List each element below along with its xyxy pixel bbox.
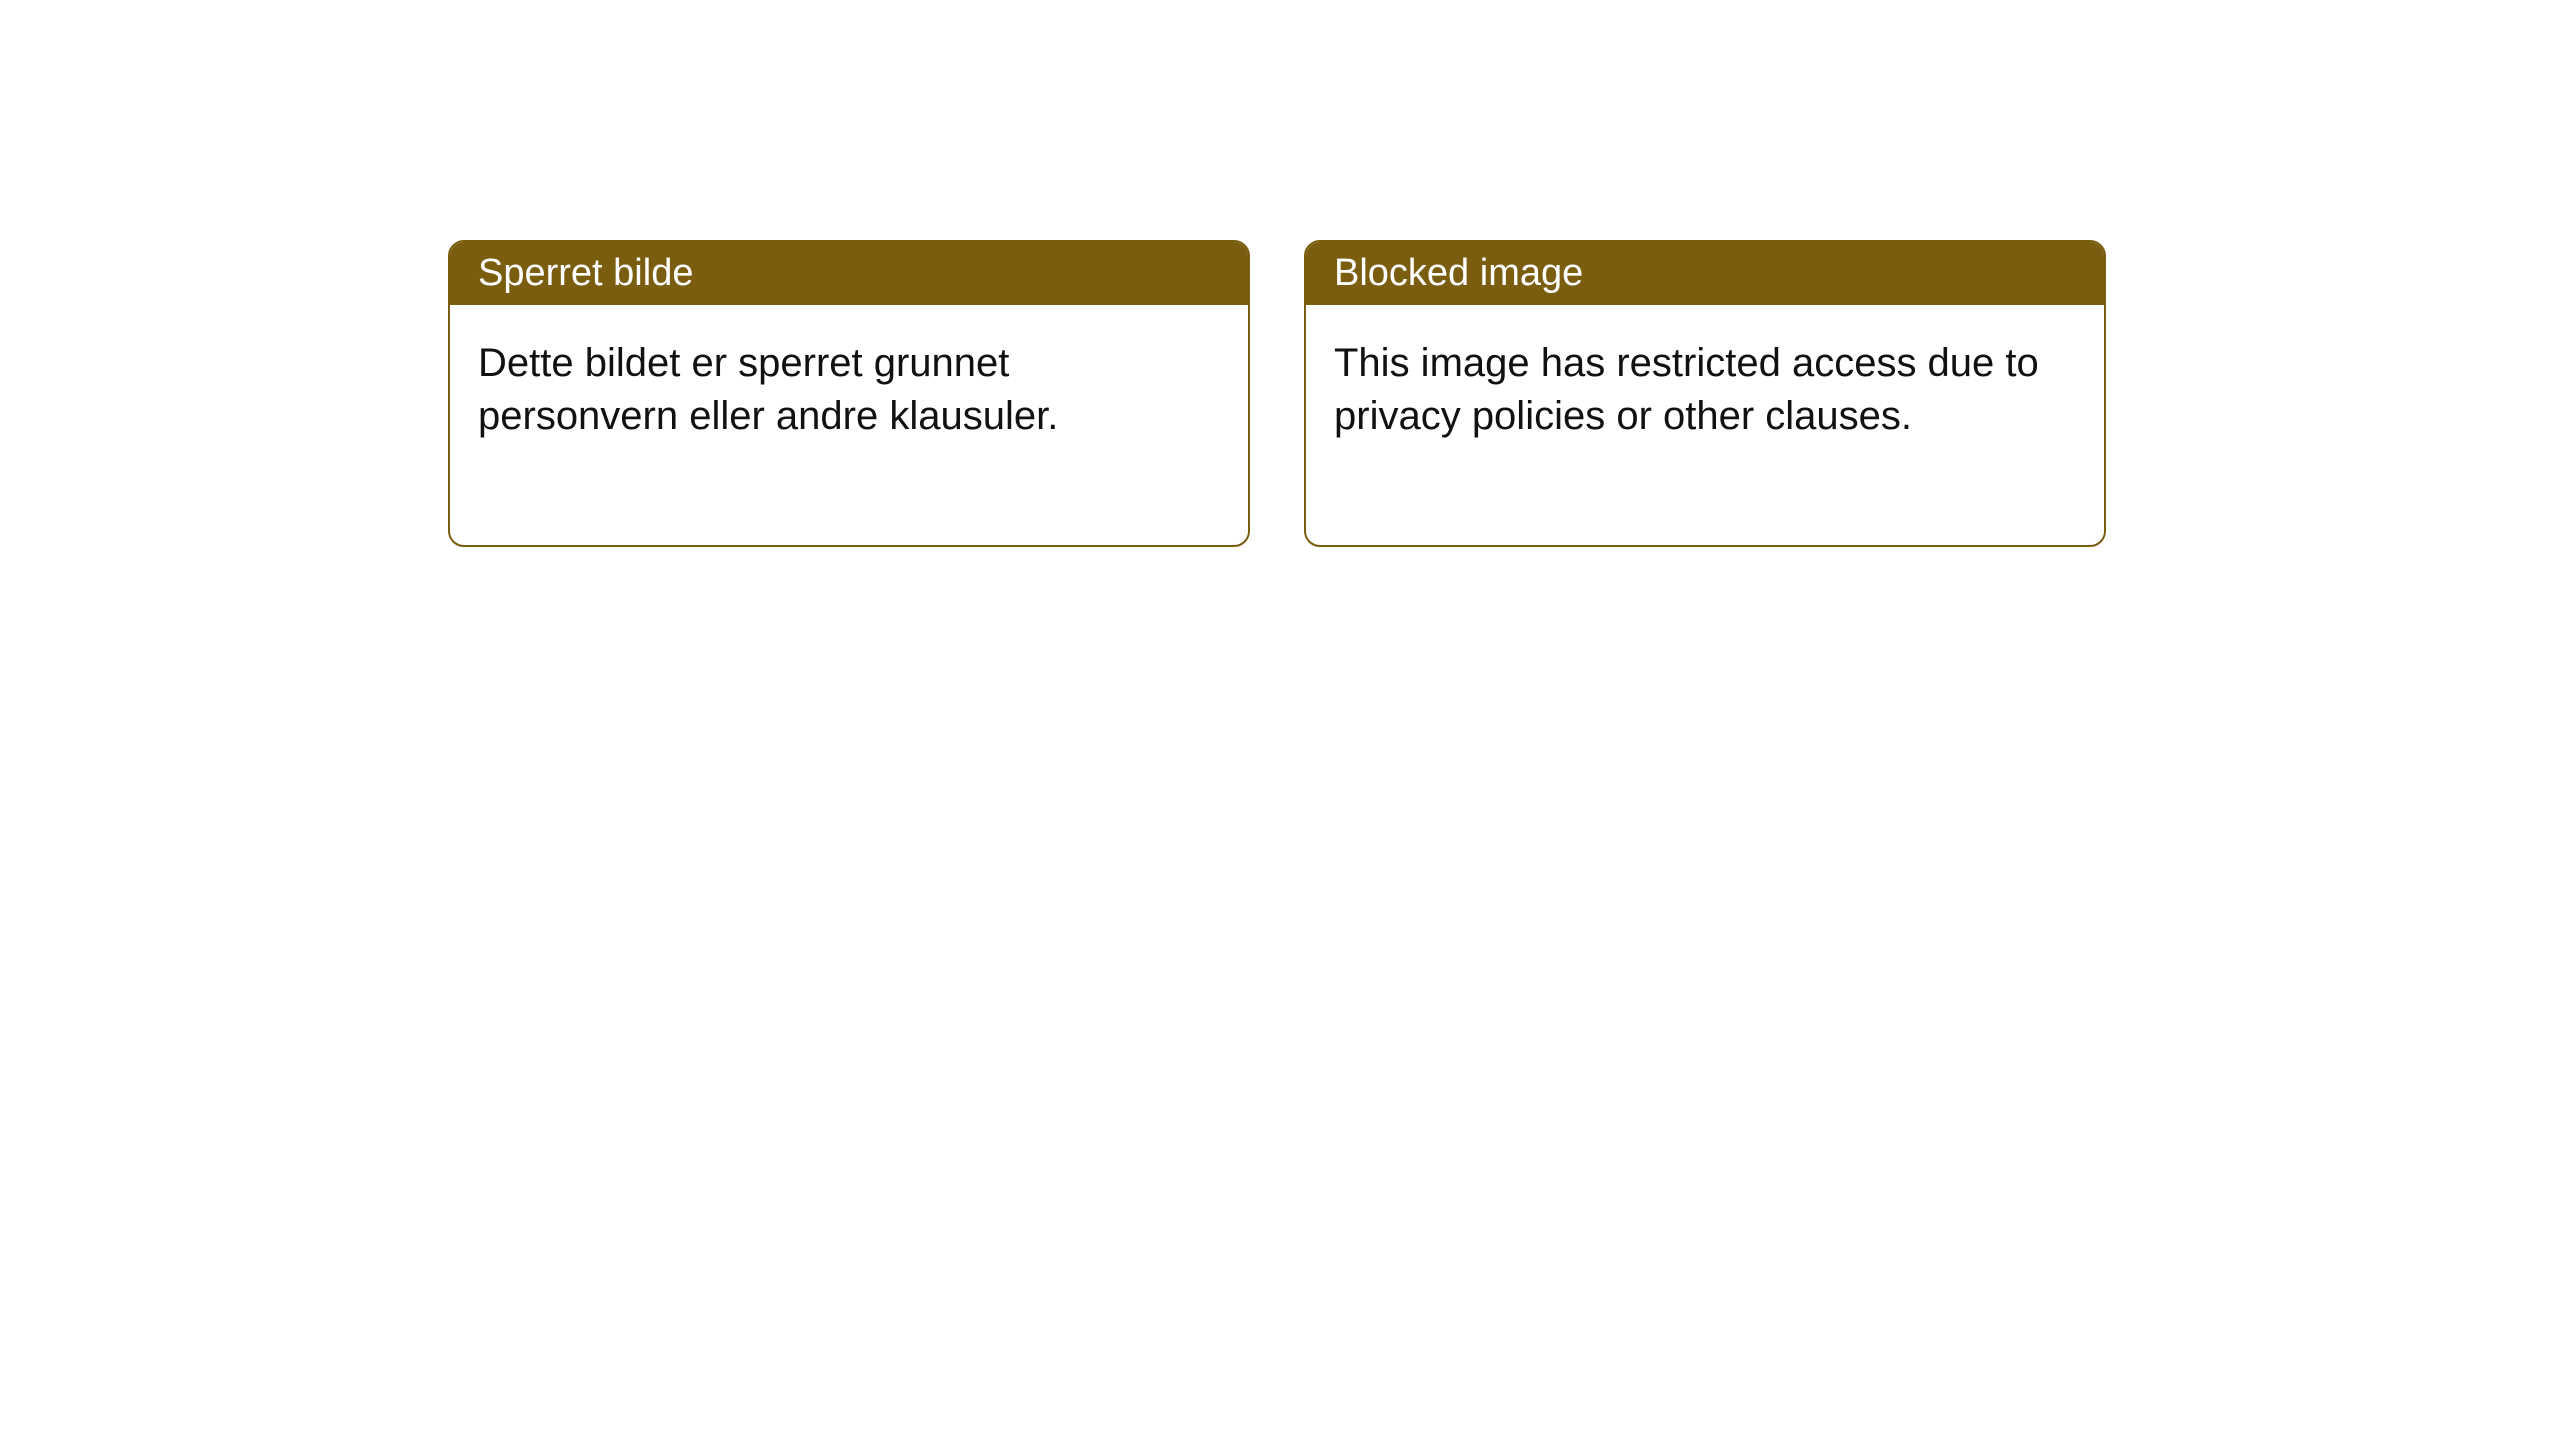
notice-body: This image has restricted access due to … [1306,305,2104,545]
notice-header: Blocked image [1306,242,2104,305]
notice-container: Sperret bilde Dette bildet er sperret gr… [0,0,2560,547]
notice-card-norwegian: Sperret bilde Dette bildet er sperret gr… [448,240,1250,547]
notice-card-english: Blocked image This image has restricted … [1304,240,2106,547]
notice-body: Dette bildet er sperret grunnet personve… [450,305,1248,545]
notice-header: Sperret bilde [450,242,1248,305]
